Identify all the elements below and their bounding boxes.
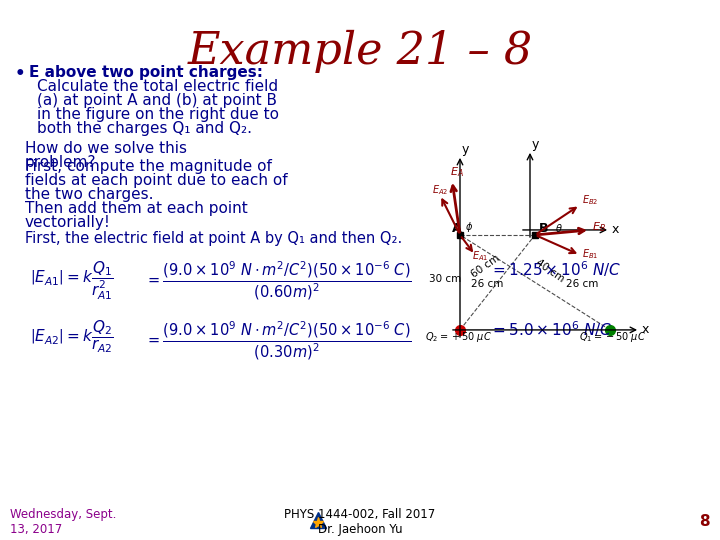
Text: •: • [15, 65, 26, 83]
Text: $= 1.25\times10^{6}\ N/C$: $= 1.25\times10^{6}\ N/C$ [490, 259, 621, 279]
Text: A: A [452, 222, 462, 235]
Text: x: x [642, 323, 649, 336]
Text: $\left|E_{A1}\right| = k\dfrac{Q_1}{r_{A1}^2}$: $\left|E_{A1}\right| = k\dfrac{Q_1}{r_{A… [30, 259, 114, 302]
Text: 26 cm: 26 cm [567, 279, 599, 289]
Text: $=\dfrac{\left(9.0\times10^{9}\ N\cdot m^2/C^2\right)\left(50\times10^{-6}\ C\ri: $=\dfrac{\left(9.0\times10^{9}\ N\cdot m… [145, 319, 412, 362]
Text: $\left|E_{A2}\right| = k\dfrac{Q_2}{r_{A2}}$: $\left|E_{A2}\right| = k\dfrac{Q_2}{r_{A… [30, 319, 114, 355]
Text: $E_{B1}$: $E_{B1}$ [582, 247, 598, 261]
Text: Then add them at each point: Then add them at each point [25, 201, 248, 216]
Text: problem?: problem? [25, 155, 96, 170]
Text: both the charges Q₁ and Q₂.: both the charges Q₁ and Q₂. [37, 121, 252, 136]
Text: Calculate the total electric field: Calculate the total electric field [37, 79, 278, 94]
Text: in the figure on the right due to: in the figure on the right due to [37, 107, 279, 122]
Text: PHYS 1444-002, Fall 2017
Dr. Jaehoon Yu: PHYS 1444-002, Fall 2017 Dr. Jaehoon Yu [284, 508, 436, 536]
Text: fields at each point due to each of: fields at each point due to each of [25, 173, 287, 188]
Text: $E_{A2}$: $E_{A2}$ [432, 183, 449, 197]
Text: $=\dfrac{\left(9.0\times10^{9}\ N\cdot m^2/C^2\right)\left(50\times10^{-6}\ C\ri: $=\dfrac{\left(9.0\times10^{9}\ N\cdot m… [145, 259, 412, 302]
Text: $Q_2 = +50\ \mu C$: $Q_2 = +50\ \mu C$ [425, 330, 492, 344]
Text: y: y [532, 138, 539, 151]
Text: the two charges.: the two charges. [25, 187, 153, 202]
Text: vectorially!: vectorially! [25, 215, 111, 230]
Text: $E_{B2}$: $E_{B2}$ [582, 193, 598, 207]
Text: $\theta$: $\theta$ [555, 222, 563, 234]
Text: Example 21 – 8: Example 21 – 8 [187, 30, 533, 73]
Text: y: y [462, 143, 469, 156]
Text: 30 cm: 30 cm [429, 274, 461, 285]
Text: $= 5.0\times10^{6}\ N/C$: $= 5.0\times10^{6}\ N/C$ [490, 319, 613, 339]
Text: B: B [539, 222, 549, 235]
Text: 60 cm: 60 cm [469, 253, 502, 279]
Text: 8: 8 [699, 515, 710, 529]
Text: $Q_1 = -50\ \mu C$: $Q_1 = -50\ \mu C$ [579, 330, 645, 344]
Text: How do we solve this: How do we solve this [25, 141, 187, 156]
Text: (a) at point A and (b) at point B: (a) at point A and (b) at point B [37, 93, 277, 108]
Text: First, the electric field at point A by Q₁ and then Q₂.: First, the electric field at point A by … [25, 231, 402, 246]
Text: $E_A$: $E_A$ [450, 165, 464, 179]
Text: $E_B$: $E_B$ [592, 220, 606, 234]
Text: E above two point charges:: E above two point charges: [29, 65, 263, 80]
Text: $E_{A1}$: $E_{A1}$ [472, 249, 488, 263]
Text: $\phi$: $\phi$ [465, 220, 473, 234]
Text: First, compute the magnitude of: First, compute the magnitude of [25, 159, 272, 174]
Text: 26 cm: 26 cm [472, 279, 504, 289]
Text: Wednesday, Sept.
13, 2017: Wednesday, Sept. 13, 2017 [10, 508, 117, 536]
Text: x: x [612, 224, 619, 237]
Text: 40 cm: 40 cm [534, 258, 566, 285]
